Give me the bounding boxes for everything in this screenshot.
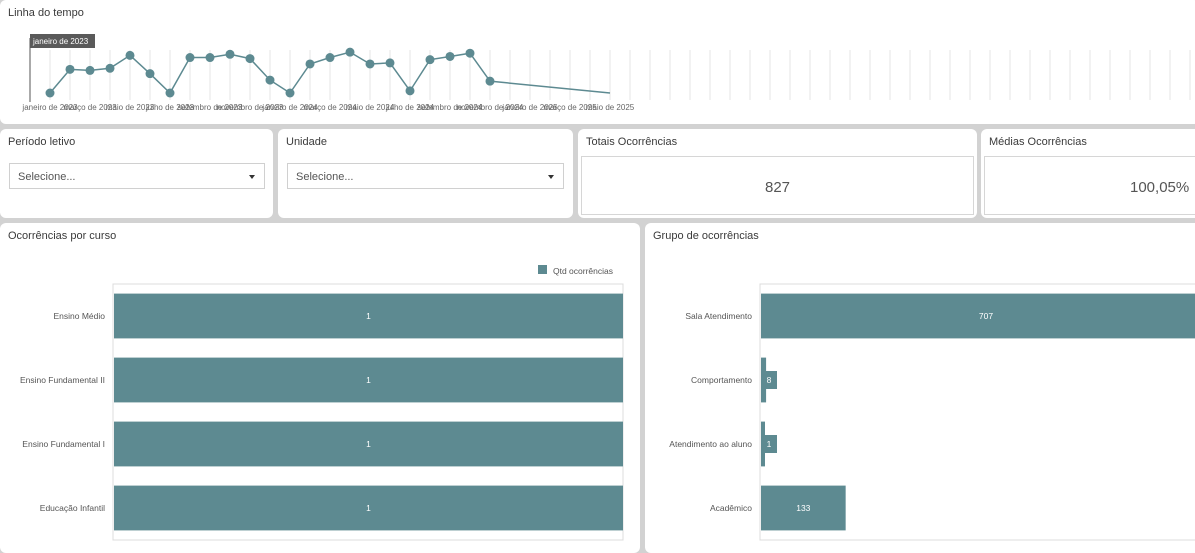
- bar: [114, 357, 623, 403]
- timeline-tick-label: julho de 2023: [145, 103, 195, 112]
- unidade-filter-panel: Unidade Selecione...: [278, 129, 573, 218]
- bar-value-label: 1: [366, 439, 371, 449]
- bar-value-label: 133: [796, 503, 810, 513]
- category-label: Sala Atendimento: [685, 311, 752, 321]
- bar-value-label: 707: [979, 311, 993, 321]
- timeline-tick-label: março de 2025: [543, 103, 597, 112]
- timeline-point: [45, 88, 55, 98]
- unidade-select[interactable]: Selecione...: [287, 163, 564, 189]
- timeline-point: [425, 55, 435, 65]
- timeline-tick-label: janeiro de 2023: [21, 103, 78, 112]
- timeline-tick-label: janeiro de 2025: [501, 103, 558, 112]
- timeline-point: [325, 53, 335, 63]
- timeline-point: [405, 86, 415, 96]
- grupo-chart-panel: Grupo de ocorrências Sala Atendimento 707…: [645, 223, 1195, 553]
- bar-value-label: 1: [366, 375, 371, 385]
- medias-kpi-box: 100,05%: [984, 156, 1195, 215]
- chevron-down-icon: [548, 175, 554, 179]
- timeline-tick-label: novembro de 2023: [217, 103, 284, 112]
- timeline-point: [285, 88, 295, 98]
- timeline-point: [385, 58, 395, 68]
- category-label: Comportamento: [691, 375, 752, 385]
- timeline-tick-label: novembro de 2024: [457, 103, 524, 112]
- timeline-point: [345, 47, 355, 57]
- bar: [114, 485, 623, 531]
- curso-bar-chart[interactable]: Qtd ocorrências Ensino Médio 1 Ensino Funda…: [0, 223, 640, 553]
- grupo-bar-chart[interactable]: Sala Atendimento 707 Comportamento 8 Atendim…: [645, 223, 1195, 553]
- legend-swatch: [538, 265, 547, 274]
- timeline-point: [245, 54, 255, 64]
- timeline-tooltip-bg: [30, 34, 95, 48]
- bar: [114, 421, 623, 467]
- timeline-point: [265, 75, 275, 85]
- timeline-point: [365, 59, 375, 69]
- periodo-label: Período letivo: [8, 136, 76, 148]
- periodo-select-value: Selecione...: [18, 171, 76, 183]
- bar-label-bg: [761, 371, 777, 389]
- chevron-down-icon: [249, 175, 255, 179]
- timeline-point: [65, 64, 75, 74]
- bar-value-label: 1: [366, 503, 371, 513]
- legend-label: Qtd ocorrências: [553, 266, 613, 276]
- timeline-tick-label: setembro de 2023: [178, 103, 243, 112]
- timeline-tick-label: maio de 2023: [106, 103, 155, 112]
- plot-area-border: [759, 283, 1195, 541]
- timeline-point: [465, 48, 475, 58]
- medias-kpi-panel: Médias Ocorrências 100,05%: [981, 129, 1195, 218]
- totais-kpi-box: 827: [581, 156, 974, 215]
- timeline-point: [485, 76, 495, 86]
- bar-label-bg: [761, 435, 777, 453]
- timeline-point: [445, 51, 455, 61]
- timeline-point: [105, 63, 115, 73]
- bar: [114, 293, 623, 339]
- timeline-point: [145, 69, 155, 79]
- category-label: Atendimento ao aluno: [669, 439, 752, 449]
- bar-value-label: 1: [366, 311, 371, 321]
- category-label: Educação Infantil: [40, 503, 105, 513]
- periodo-filter-panel: Período letivo Selecione...: [0, 129, 273, 218]
- totais-kpi-panel: Totais Ocorrências 827: [578, 129, 977, 218]
- periodo-select[interactable]: Selecione...: [9, 163, 265, 189]
- timeline-tick-label: janeiro de 2024: [261, 103, 318, 112]
- bar-value-label: 8: [767, 375, 772, 385]
- timeline-tick-label: março de 2024: [303, 103, 357, 112]
- unidade-select-value: Selecione...: [296, 171, 354, 183]
- bar: [761, 293, 1195, 339]
- timeline-point: [125, 50, 135, 60]
- category-label: Ensino Fundamental II: [20, 375, 105, 385]
- bar: [761, 485, 846, 531]
- category-label: Acadêmico: [710, 503, 752, 513]
- timeline-point: [305, 59, 315, 69]
- timeline-point: [165, 88, 175, 98]
- timeline-tick-label: março de 2023: [63, 103, 117, 112]
- timeline-tooltip-label: janeiro de 2023: [32, 37, 89, 46]
- timeline-tick-label: julho de 2024: [385, 103, 435, 112]
- plot-area-border: [112, 283, 624, 541]
- timeline-point: [185, 53, 195, 63]
- timeline-tick-label: maio de 2025: [586, 103, 635, 112]
- timeline-tick-label: setembro de 2024: [418, 103, 483, 112]
- timeline-point: [225, 49, 235, 59]
- timeline-panel: Linha do tempo janeiro de 2023 janeiro de…: [0, 0, 1195, 124]
- bar-value-label: 1: [767, 439, 772, 449]
- totais-kpi-value: 827: [765, 179, 791, 196]
- timeline-tick-label: maio de 2024: [346, 103, 395, 112]
- curso-chart-panel: Ocorrências por curso Qtd ocorrências Ens…: [0, 223, 640, 553]
- timeline-title: Linha do tempo: [8, 7, 84, 19]
- grupo-chart-title: Grupo de ocorrências: [653, 230, 759, 242]
- medias-kpi-value: 100,05%: [1130, 179, 1190, 196]
- timeline-point: [205, 53, 215, 63]
- curso-chart-title: Ocorrências por curso: [8, 230, 117, 242]
- totais-kpi-label: Totais Ocorrências: [586, 136, 678, 148]
- medias-kpi-label: Médias Ocorrências: [989, 136, 1087, 148]
- category-label: Ensino Fundamental I: [22, 439, 105, 449]
- category-label: Ensino Médio: [53, 311, 105, 321]
- unidade-label: Unidade: [286, 136, 327, 148]
- timeline-point: [85, 65, 95, 75]
